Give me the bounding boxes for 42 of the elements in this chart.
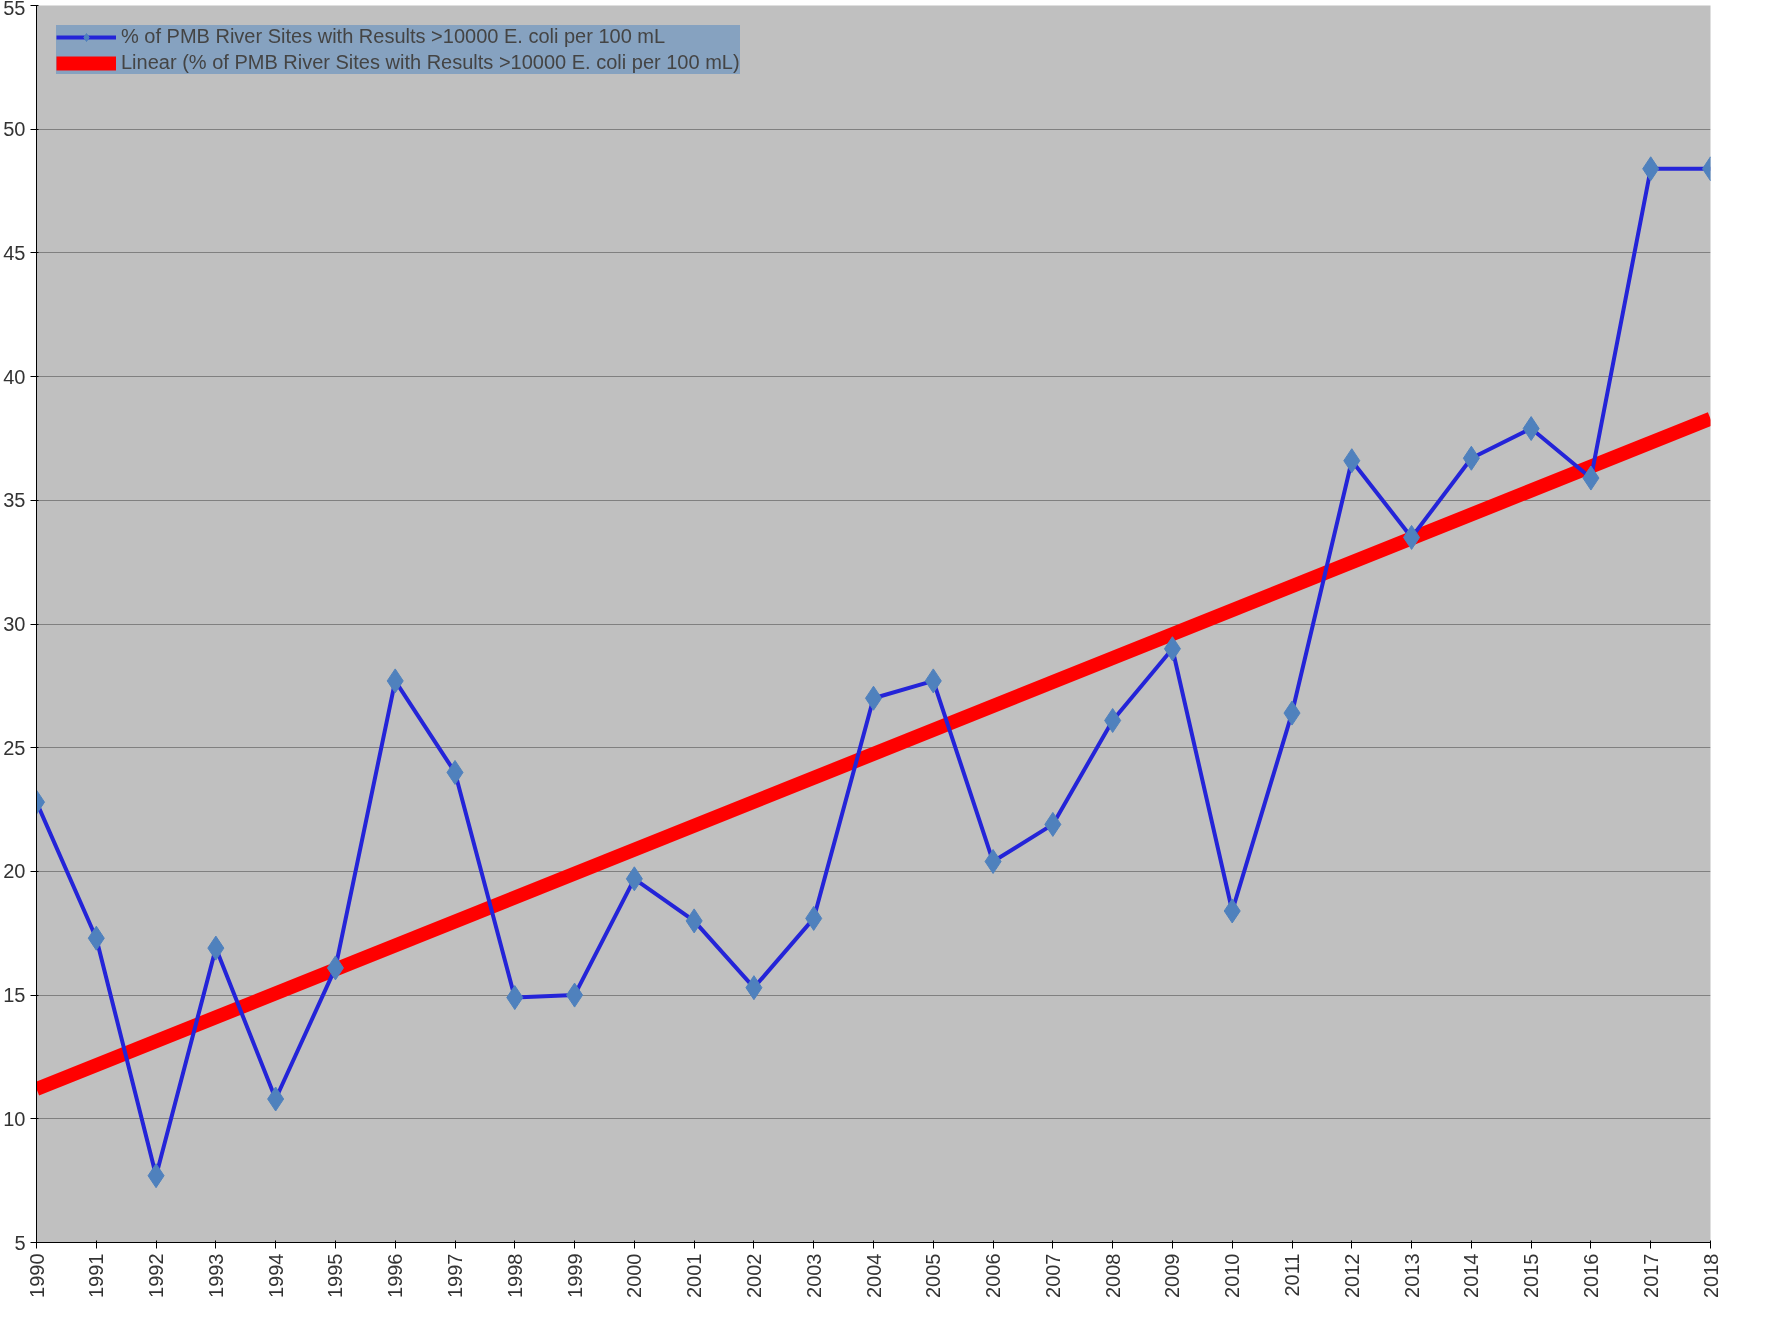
legend-label: Linear (% of PMB River Sites with Results >10000 E. coli per 100 mL) <box>121 51 740 74</box>
x-tick-label: 2003 <box>802 1253 825 1298</box>
x-tick-label: 2018 <box>1699 1253 1722 1298</box>
y-tick-label: 5 <box>14 1231 26 1254</box>
y-tick-label: 35 <box>3 489 26 512</box>
x-tick-label: 1991 <box>85 1253 108 1298</box>
x-tick-label: 2013 <box>1400 1253 1423 1298</box>
x-tick-label: 1995 <box>324 1253 347 1298</box>
y-tick-label: 40 <box>3 365 26 388</box>
x-tick-label: 2017 <box>1639 1253 1662 1298</box>
y-tick-label: 45 <box>3 241 26 264</box>
legend-label: % of PMB River Sites with Results >10000 E. coli per 100 mL <box>121 25 666 48</box>
x-tick-label: 2012 <box>1340 1253 1363 1298</box>
x-tick-label: 2006 <box>982 1253 1005 1298</box>
x-tick-label: 1993 <box>204 1253 227 1298</box>
x-tick-label: 2005 <box>922 1253 945 1298</box>
x-tick-label: 2008 <box>1101 1253 1124 1298</box>
x-tick-label: 1996 <box>384 1253 407 1298</box>
x-tick-label: 1997 <box>444 1253 466 1298</box>
x-tick-label: 1994 <box>264 1253 287 1298</box>
x-tick-label: 2002 <box>742 1253 765 1298</box>
x-tick-label: 1999 <box>563 1253 586 1298</box>
x-tick-label: 2014 <box>1460 1253 1483 1298</box>
y-tick-label: 10 <box>3 1107 26 1130</box>
y-tick-label: 25 <box>3 736 26 759</box>
x-tick-label: 2001 <box>683 1253 706 1298</box>
x-tick-label: 2015 <box>1520 1253 1543 1298</box>
x-tick-label: 1992 <box>145 1253 168 1298</box>
y-tick-label: 20 <box>3 860 26 883</box>
x-tick-label: 2011 <box>1281 1253 1303 1297</box>
x-tick-label: 1998 <box>503 1253 526 1298</box>
x-tick-label: 1990 <box>25 1253 48 1298</box>
x-tick-label: 2000 <box>623 1253 646 1298</box>
x-tick-label: 2007 <box>1041 1253 1064 1298</box>
y-tick-label: 30 <box>3 613 26 635</box>
y-tick-label: 15 <box>3 984 26 1007</box>
y-tick-label: 55 <box>3 0 26 19</box>
x-tick-label: 2009 <box>1161 1253 1184 1298</box>
y-tick-label: 50 <box>3 118 26 141</box>
x-tick-label: 2016 <box>1579 1253 1602 1298</box>
x-tick-label: 2004 <box>862 1253 885 1298</box>
x-tick-label: 2010 <box>1221 1253 1244 1298</box>
